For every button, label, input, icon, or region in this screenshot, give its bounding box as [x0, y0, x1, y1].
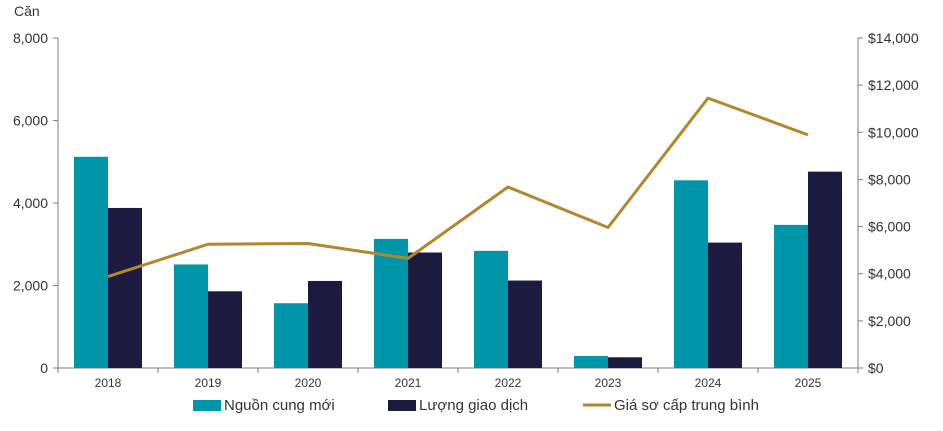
y-right-tick-label: $2,000 [868, 313, 911, 329]
bar-nguon-cung-moi [274, 303, 308, 368]
x-tick-label: 2020 [295, 376, 322, 390]
y-right-tick-label: $10,000 [868, 124, 919, 140]
bar-nguon-cung-moi [374, 238, 408, 368]
bar-luong-giao-dich [608, 357, 642, 368]
price-line [107, 96, 809, 278]
legend-item-gia-so-cap-label: Giá sơ cấp trung bình [614, 397, 759, 414]
bar-luong-giao-dich [508, 280, 542, 368]
bar-nguon-cung-moi [574, 356, 608, 368]
y-right-tick-label: $6,000 [868, 219, 911, 235]
y-right-tick-label: $0 [868, 360, 884, 376]
bar-luong-giao-dich [808, 171, 842, 368]
legend-item-luong-giao-dich-swatch [388, 400, 416, 411]
bar-nguon-cung-moi [74, 156, 108, 368]
y-left-tick-label: 6,000 [13, 113, 48, 129]
y-left-tick-label: 4,000 [13, 195, 48, 211]
x-tick-label: 2021 [395, 376, 422, 390]
axes: 0 2,000 4,000 6,000 8,000 $0 $2,000 $4,000 $6,00… [13, 30, 919, 390]
bar-luong-giao-dich [708, 242, 742, 368]
bar-nguon-cung-moi [774, 224, 808, 368]
legend-item-nguon-cung-moi-label: Nguồn cung mới [224, 397, 335, 414]
y-right-tick-label: $4,000 [868, 266, 911, 282]
legend-item-luong-giao-dich-label: Lượng giao dịch [419, 397, 528, 414]
y-left-tick-label: 8,000 [13, 30, 48, 46]
legend: Nguồn cung mới Lượng giao dịch Giá sơ cấp … [193, 397, 759, 414]
y-right-tick-label: $12,000 [868, 77, 919, 93]
line-gia-so-cap-trung-binh [107, 96, 809, 278]
y-left-unit-label: Căn [14, 3, 40, 19]
bar-luong-giao-dich [208, 291, 242, 368]
bar-nguon-cung-moi [674, 180, 708, 368]
x-tick-label: 2024 [695, 376, 722, 390]
x-tick-label: 2023 [595, 376, 622, 390]
y-right-tick-label: $14,000 [868, 30, 919, 46]
y-left-tick-label: 0 [40, 360, 48, 376]
y-left-tick-label: 2,000 [13, 278, 48, 294]
x-tick-label: 2018 [95, 376, 122, 390]
x-tick-label: 2025 [795, 376, 822, 390]
bar-luong-giao-dich [108, 207, 142, 368]
bar-luong-giao-dich [308, 280, 342, 368]
bar-nguon-cung-moi [174, 264, 208, 368]
x-tick-label: 2022 [495, 376, 522, 390]
x-tick-label: 2019 [195, 376, 222, 390]
y-right-tick-label: $8,000 [868, 171, 911, 187]
bars [74, 156, 842, 368]
legend-item-nguon-cung-moi-swatch [193, 400, 221, 411]
bar-nguon-cung-moi [474, 250, 508, 368]
bar-luong-giao-dich [408, 252, 442, 368]
